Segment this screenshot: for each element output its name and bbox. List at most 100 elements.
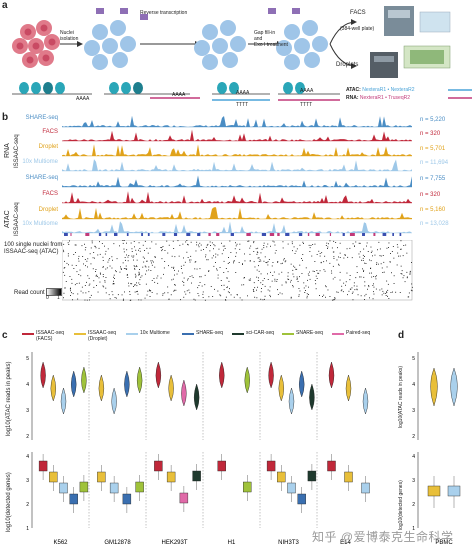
category-label: HEK293T <box>161 540 187 546</box>
step-label-reverse-transcription: Reverse transcription <box>140 10 188 16</box>
box-mark <box>38 460 48 472</box>
d-box-mark <box>427 485 441 497</box>
n-rna-share: n = 5,220 <box>420 117 446 123</box>
nuclei-group-1 <box>84 8 148 70</box>
n-rna-facs: n = 320 <box>420 131 441 137</box>
legend-item-3: SHARE-seq <box>182 330 223 336</box>
legend-rna-text: NexteraR1 • TruseqR2 <box>359 95 410 101</box>
legend-item-6: Paired-seq <box>332 330 370 336</box>
facs-machine-icon <box>384 6 451 36</box>
violin-mark <box>71 370 77 398</box>
violin-mark <box>136 366 143 394</box>
legend-text: ISSAAC-seq (Droplet) <box>88 330 117 342</box>
panel-c-violin-ylabel: log10(ATAC reads in peaks) <box>6 361 12 436</box>
legend-item-5: SNARE-seq <box>282 330 323 336</box>
legend-swatch <box>332 333 344 335</box>
legend-text: SHARE-seq <box>196 330 223 336</box>
n-rna-10x: n = 11,694 <box>420 160 449 166</box>
d-violin-mark <box>450 367 458 407</box>
signal-track-3 <box>62 159 412 172</box>
violin-mark <box>345 374 352 402</box>
box-ytick: 3 <box>26 478 29 484</box>
legend-item-4: sci-CAR-seq <box>232 330 274 336</box>
box-mark <box>109 482 119 494</box>
track-name-rna-share: SHARE-seq <box>25 115 58 121</box>
track-name-atac-share: SHARE-seq <box>25 175 58 181</box>
violin-mark <box>299 370 305 398</box>
box-mark <box>192 470 201 482</box>
legend-atac-text: NexteraR1 • NexteraR2 <box>362 87 415 93</box>
facs-label: FACS <box>350 10 366 16</box>
single-nuclei-label: 100 single nuclei from ISSAAC-seq (ATAC) <box>4 242 63 255</box>
violin-mark <box>60 387 67 415</box>
cell-cluster-icon <box>12 20 60 68</box>
legend-text: sci-CAR-seq <box>246 330 275 336</box>
signal-track-4 <box>62 175 412 188</box>
polya-5: AAAA <box>300 88 314 94</box>
legend-rna-prefix: RNA: <box>346 95 359 101</box>
box-mark <box>327 460 336 472</box>
read-count-max: 1 <box>57 295 60 301</box>
violin-mark <box>155 361 162 389</box>
n-rna-droplet: n = 5,701 <box>420 146 446 152</box>
violin-mark <box>278 374 284 402</box>
d-violin-ytick: 5 <box>412 356 415 362</box>
track-name-rna-facs: FACS <box>42 129 58 135</box>
box-mark <box>122 493 132 505</box>
violin-mark <box>288 387 295 415</box>
violin-ytick: 5 <box>26 356 29 362</box>
violin-mark <box>40 361 46 389</box>
d-violin-ytick: 3 <box>412 408 415 414</box>
n-atac-droplet: n = 5,160 <box>420 207 446 213</box>
violin-mark <box>50 374 56 402</box>
panel-d-label: d <box>398 330 405 341</box>
d-violin-ytick: 4 <box>412 382 415 388</box>
polya-2: AAAA <box>172 92 186 98</box>
legend-text: ISSAAC-seq (FACS) <box>36 330 65 342</box>
box-mark <box>277 471 286 483</box>
violin-mark <box>268 361 274 389</box>
panel-c-label: c <box>2 330 8 341</box>
category-label: H1 <box>228 540 236 546</box>
box-mark <box>266 460 276 472</box>
n-atac-10x: n = 13,028 <box>420 221 449 227</box>
signal-track-1 <box>62 129 412 142</box>
box-mark <box>297 493 306 505</box>
nuclei-group-3 <box>268 8 328 70</box>
box-ytick: 2 <box>26 502 29 508</box>
single-nuclei-heatmap <box>62 240 413 301</box>
violin-mark <box>81 366 87 394</box>
violin-mark <box>111 387 117 415</box>
polya-4: TTTT <box>236 102 249 108</box>
d-box-ytick: 2 <box>412 502 415 508</box>
d-category-label: PBMC <box>435 540 453 546</box>
d-violin-ytick: 2 <box>412 434 415 440</box>
panel-c-plots: 5 4 3 2 4 3 2 1 K562 GM12878 HEK293T H1 NIH3T3 E14 <box>26 352 370 546</box>
violin-mark <box>193 383 200 411</box>
legend-swatch <box>22 333 34 335</box>
track-name-rna-10x: 10x Multiome <box>22 159 58 165</box>
violin-mark <box>328 361 335 389</box>
panel-c-legend: ISSAAC-seq (FACS) ISSAAC-seq (Droplet) 10x… <box>22 330 392 348</box>
violin-ytick: 3 <box>26 408 29 414</box>
track-name-atac-droplet: Droplet <box>38 207 58 213</box>
polya-3: AAAA <box>236 90 250 96</box>
panel-a-schematic <box>12 6 472 101</box>
violin-mark <box>219 361 225 389</box>
box-mark <box>217 460 226 472</box>
legend-item-0: ISSAAC-seq (FACS) <box>22 330 64 342</box>
n-atac-facs: n = 320 <box>420 192 441 198</box>
d-box-mark <box>447 485 461 497</box>
droplet-machine-icon <box>370 45 451 78</box>
step-label-nuclei-isolation: Nuclei isolation <box>60 30 79 42</box>
violin-mark <box>244 366 250 394</box>
box-ytick: 1 <box>26 526 29 532</box>
category-label: GM12878 <box>104 540 131 546</box>
violin-mark <box>181 379 187 407</box>
violin-mark <box>98 374 105 402</box>
violin-mark <box>362 387 369 415</box>
category-label: NIH3T3 <box>278 540 299 546</box>
panel-c-box-ylabel: log10(detected genes) <box>6 472 12 532</box>
track-name-atac-10x: 10x Multiome <box>22 221 58 227</box>
facs-sublabel: (384-well plate) <box>340 26 375 32</box>
